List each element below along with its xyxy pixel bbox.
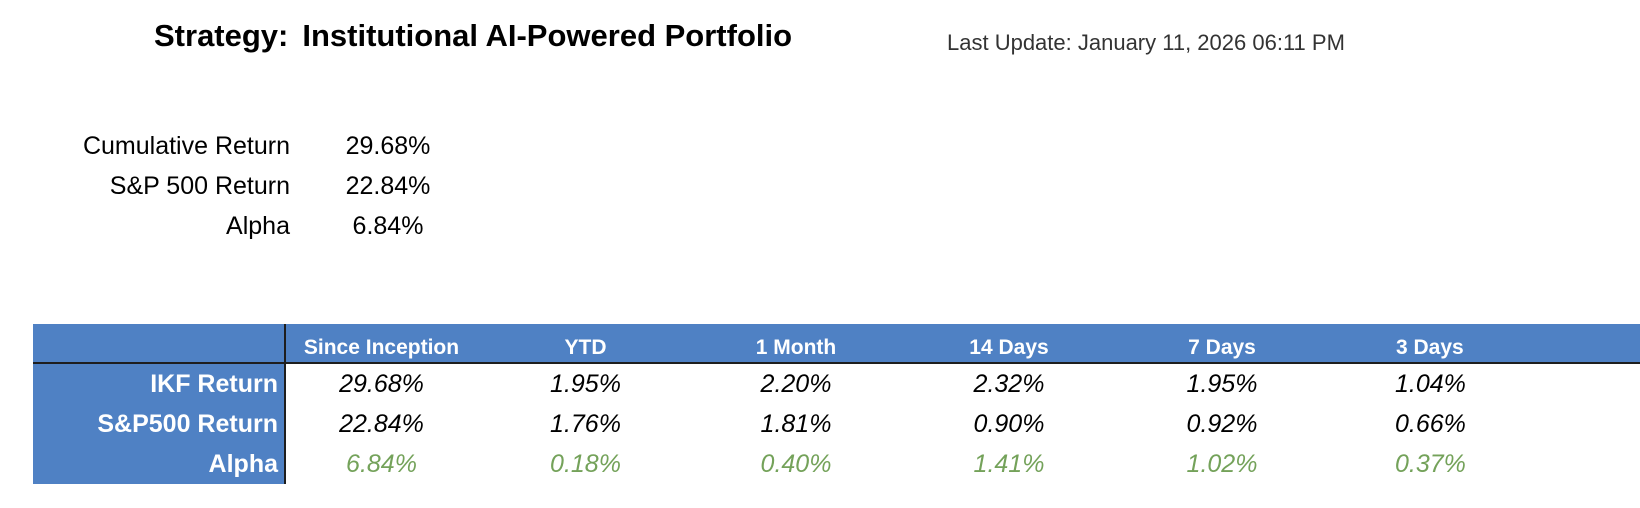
summary-value: 29.68%: [345, 132, 431, 160]
column-header: 7 Days: [1120, 324, 1324, 364]
table-cell: 22.84%: [339, 409, 424, 438]
table-cell: 0.37%: [1395, 449, 1466, 478]
column-header: 14 Days: [898, 324, 1120, 364]
table-row-alpha: Alpha 6.84% 0.18% 0.40% 1.41% 1.02% 0.37…: [33, 444, 1640, 484]
table-cell: 1.04%: [1395, 369, 1466, 398]
table-cell: 1.76%: [550, 409, 621, 438]
table-cell: 2.32%: [973, 369, 1045, 398]
table-cell: 1.02%: [1186, 449, 1258, 478]
table-cell: 1.81%: [760, 409, 832, 438]
performance-table: Since Inception YTD 1 Month 14 Days 7 Da…: [33, 324, 1640, 484]
column-header: Since Inception: [285, 324, 477, 364]
strategy-name: Institutional AI-Powered Portfolio: [302, 18, 793, 53]
row-header: IKF Return: [33, 363, 286, 404]
table-cell: 0.90%: [973, 409, 1045, 438]
column-header: YTD: [477, 324, 694, 364]
table-cell: 1.95%: [550, 369, 621, 398]
row-header: S&P500 Return: [33, 404, 286, 444]
table-cell: 0.18%: [550, 449, 621, 478]
table-cell: 29.68%: [339, 369, 424, 398]
table-cell: 1.41%: [973, 449, 1045, 478]
table-header-row: Since Inception YTD 1 Month 14 Days 7 Da…: [33, 324, 1640, 364]
last-update-timestamp: Last Update: January 11, 2026 06:11 PM: [947, 30, 1345, 55]
table-cell: 0.66%: [1395, 409, 1466, 438]
table-row-ikf-return: IKF Return 29.68% 1.95% 2.20% 2.32% 1.95…: [33, 363, 1640, 404]
summary-value: 6.84%: [352, 212, 424, 240]
table-cell: 0.40%: [760, 449, 832, 478]
table-cell: 6.84%: [346, 449, 417, 478]
table-cell: 0.92%: [1186, 409, 1258, 438]
column-header: 1 Month: [694, 324, 898, 364]
table-cell: 2.20%: [760, 369, 832, 398]
page-title: Strategy: Institutional AI-Powered Portfo…: [154, 18, 792, 54]
summary-label: Alpha: [226, 212, 290, 240]
summary-value: 22.84%: [345, 172, 431, 200]
summary-label: S&P 500 Return: [109, 172, 290, 200]
summary-label: Cumulative Return: [82, 132, 290, 160]
table-row-sp500-return: S&P500 Return 22.84% 1.76% 1.81% 0.90% 0…: [33, 404, 1640, 444]
strategy-label: Strategy:: [154, 18, 289, 53]
column-header: 3 Days: [1324, 324, 1640, 364]
table-cell: 1.95%: [1186, 369, 1258, 398]
row-header: Alpha: [33, 444, 286, 484]
table-corner-cell: [33, 324, 286, 364]
